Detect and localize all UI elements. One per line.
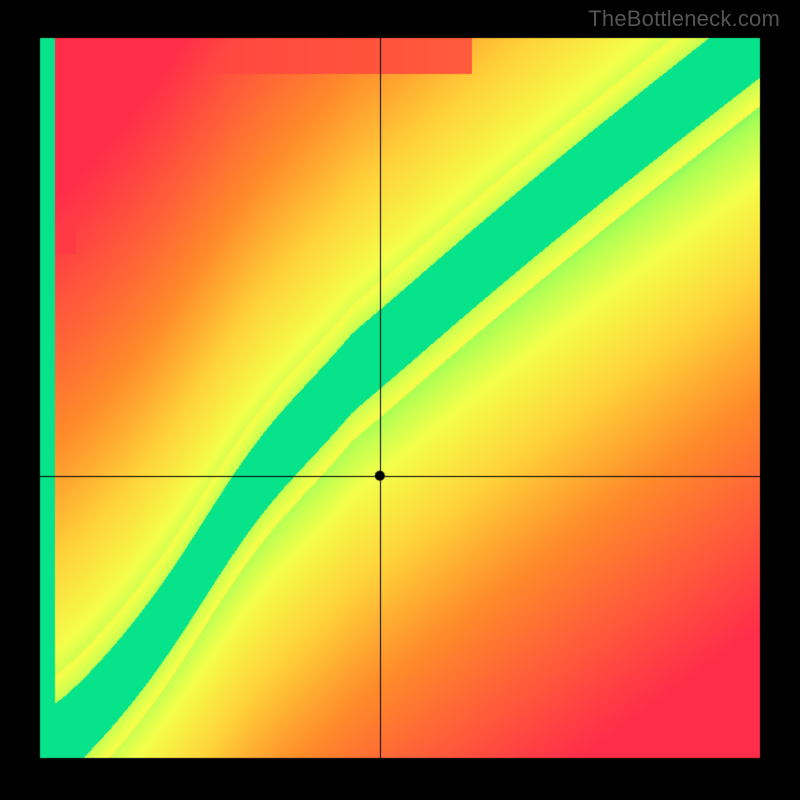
chart-container: TheBottleneck.com xyxy=(0,0,800,800)
watermark-text: TheBottleneck.com xyxy=(588,6,780,32)
gradient-heatmap xyxy=(0,0,800,800)
